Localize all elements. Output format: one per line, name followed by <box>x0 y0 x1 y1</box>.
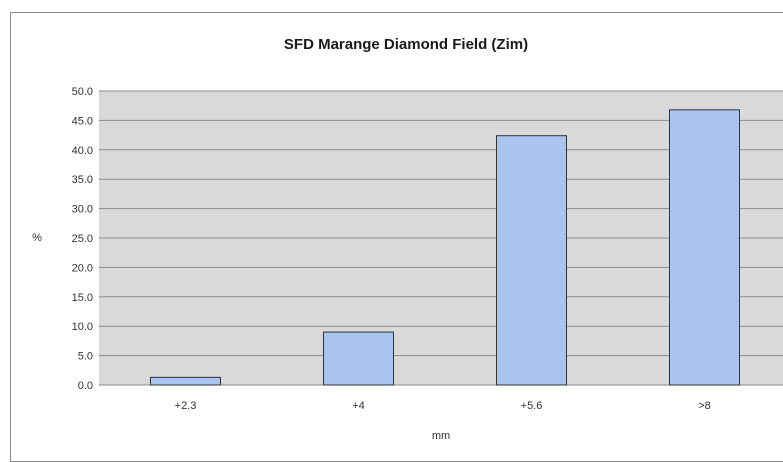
y-tick-label: 35.0 <box>72 174 93 186</box>
bar <box>323 331 394 386</box>
y-tick-label: 0.0 <box>78 380 93 392</box>
y-tick-label: 10.0 <box>72 321 93 333</box>
bar-chart: SFD Marange Diamond Field (Zim) 0.0 5.0 10… <box>32 36 783 442</box>
y-axis-label: % <box>32 232 42 244</box>
y-tick-label: 45.0 <box>72 115 93 127</box>
x-tick-label: +4 <box>352 400 365 412</box>
x-tick-label: >8 <box>698 400 711 412</box>
y-tick-labels: 0.0 5.0 10.0 15.0 20.0 25.0 30.0 35.0 40.0 45.0 50… <box>72 86 93 392</box>
x-tick-label: +2.3 <box>175 400 197 412</box>
bar <box>496 135 567 386</box>
bar <box>150 376 221 386</box>
y-tick-label: 15.0 <box>72 292 93 304</box>
chart-frame: SFD Marange Diamond Field (Zim) 0.0 5.0 10… <box>10 12 783 462</box>
y-tick-label: 40.0 <box>72 145 93 157</box>
y-tick-label: 5.0 <box>78 351 93 363</box>
chart-title: SFD Marange Diamond Field (Zim) <box>284 36 528 53</box>
x-tick-labels: +2.3 +4 +5.6 >8 <box>175 400 711 412</box>
y-tick-label: 20.0 <box>72 262 93 274</box>
bar <box>669 109 740 386</box>
bars <box>150 109 740 386</box>
y-tick-label: 30.0 <box>72 204 93 216</box>
y-tick-label: 25.0 <box>72 233 93 245</box>
y-tick-label: 50.0 <box>72 86 93 98</box>
x-axis-label: mm <box>432 430 450 442</box>
x-tick-label: +5.6 <box>521 400 543 412</box>
